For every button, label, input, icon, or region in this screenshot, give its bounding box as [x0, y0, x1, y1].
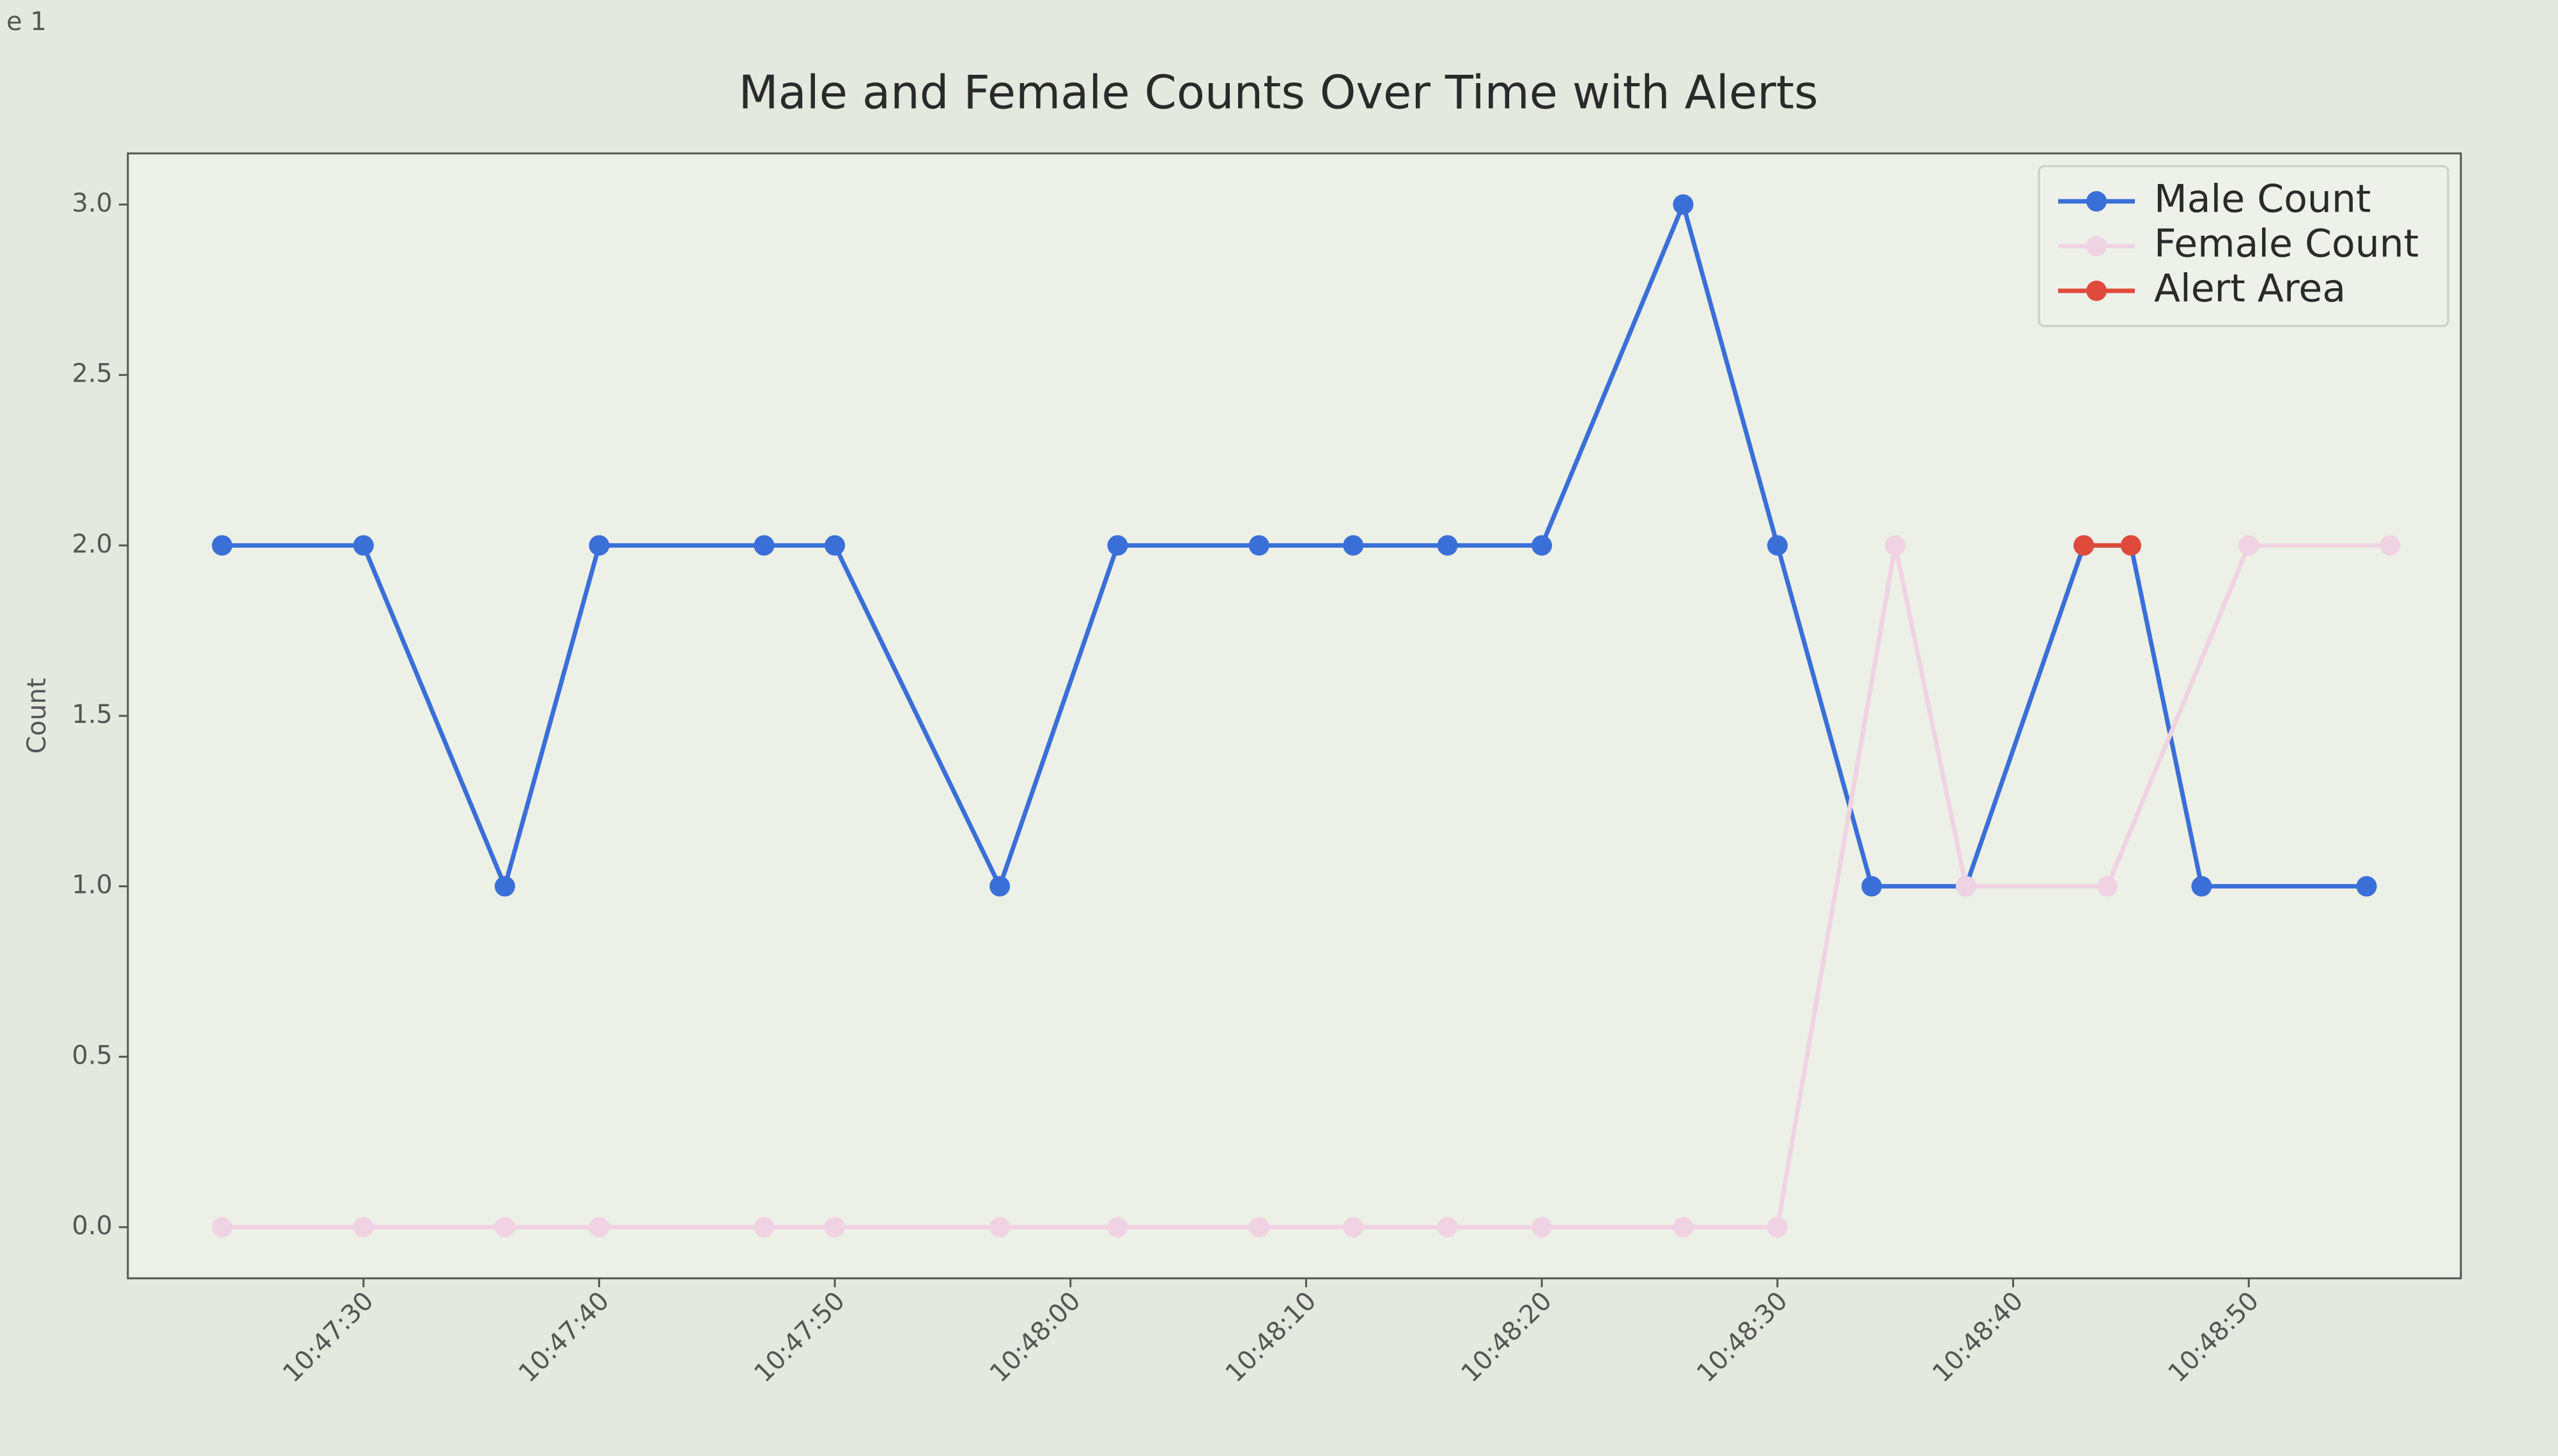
- y-tick-label: 2.0: [72, 529, 112, 559]
- legend-marker: [2086, 281, 2107, 301]
- data-point: [1531, 535, 1553, 556]
- data-point: [353, 535, 374, 556]
- y-tick-label: 1.0: [72, 871, 112, 900]
- data-point: [1107, 1217, 1128, 1237]
- data-point: [1673, 194, 1694, 215]
- y-tick-label: 1.5: [72, 700, 112, 729]
- data-point: [2380, 535, 2401, 556]
- y-tick-label: 3.0: [72, 189, 112, 218]
- y-tick-label: 2.5: [72, 359, 112, 389]
- data-point: [2097, 876, 2118, 897]
- window-title: e 1: [6, 7, 47, 36]
- y-tick-label: 0.5: [72, 1041, 112, 1070]
- data-point: [589, 535, 610, 556]
- data-point: [754, 535, 775, 556]
- data-point: [2074, 535, 2095, 556]
- legend-marker: [2086, 191, 2107, 212]
- data-point: [1861, 876, 1882, 897]
- data-point: [1437, 1217, 1458, 1237]
- data-point: [989, 1217, 1011, 1237]
- y-tick-label: 0.0: [72, 1211, 112, 1241]
- data-point: [212, 535, 233, 556]
- series-line: [222, 197, 2367, 894]
- data-point: [494, 876, 515, 897]
- data-point: [754, 1217, 775, 1237]
- data-point: [1767, 1217, 1788, 1237]
- data-point: [1437, 535, 1458, 556]
- data-point: [1343, 1217, 1364, 1237]
- legend-label: Female Count: [2154, 222, 2419, 267]
- data-point: [1955, 876, 1976, 897]
- data-point: [589, 1217, 610, 1237]
- chart-title: Male and Female Counts Over Time with Al…: [739, 66, 1818, 120]
- data-point: [1107, 535, 1128, 556]
- data-point: [1885, 535, 1906, 556]
- data-point: [353, 1217, 374, 1237]
- plot-area: [127, 152, 2462, 1280]
- data-point: [2120, 535, 2141, 556]
- data-point: [1531, 1217, 1553, 1237]
- data-point: [2238, 535, 2260, 556]
- data-point: [1248, 535, 1269, 556]
- data-point: [1767, 535, 1788, 556]
- data-point: [1343, 535, 1364, 556]
- data-point: [825, 1217, 846, 1237]
- data-point: [2191, 876, 2212, 897]
- data-point: [989, 876, 1011, 897]
- legend-label: Male Count: [2154, 177, 2371, 222]
- legend-box: [2038, 165, 2449, 327]
- data-point: [2356, 876, 2377, 897]
- data-point: [1673, 1217, 1694, 1237]
- data-point: [212, 1217, 233, 1237]
- data-point: [825, 535, 846, 556]
- legend-label: Alert Area: [2154, 267, 2346, 311]
- legend-marker: [2086, 236, 2107, 256]
- data-point: [1248, 1217, 1269, 1237]
- y-axis-label: Count: [22, 678, 52, 754]
- data-point: [494, 1217, 515, 1237]
